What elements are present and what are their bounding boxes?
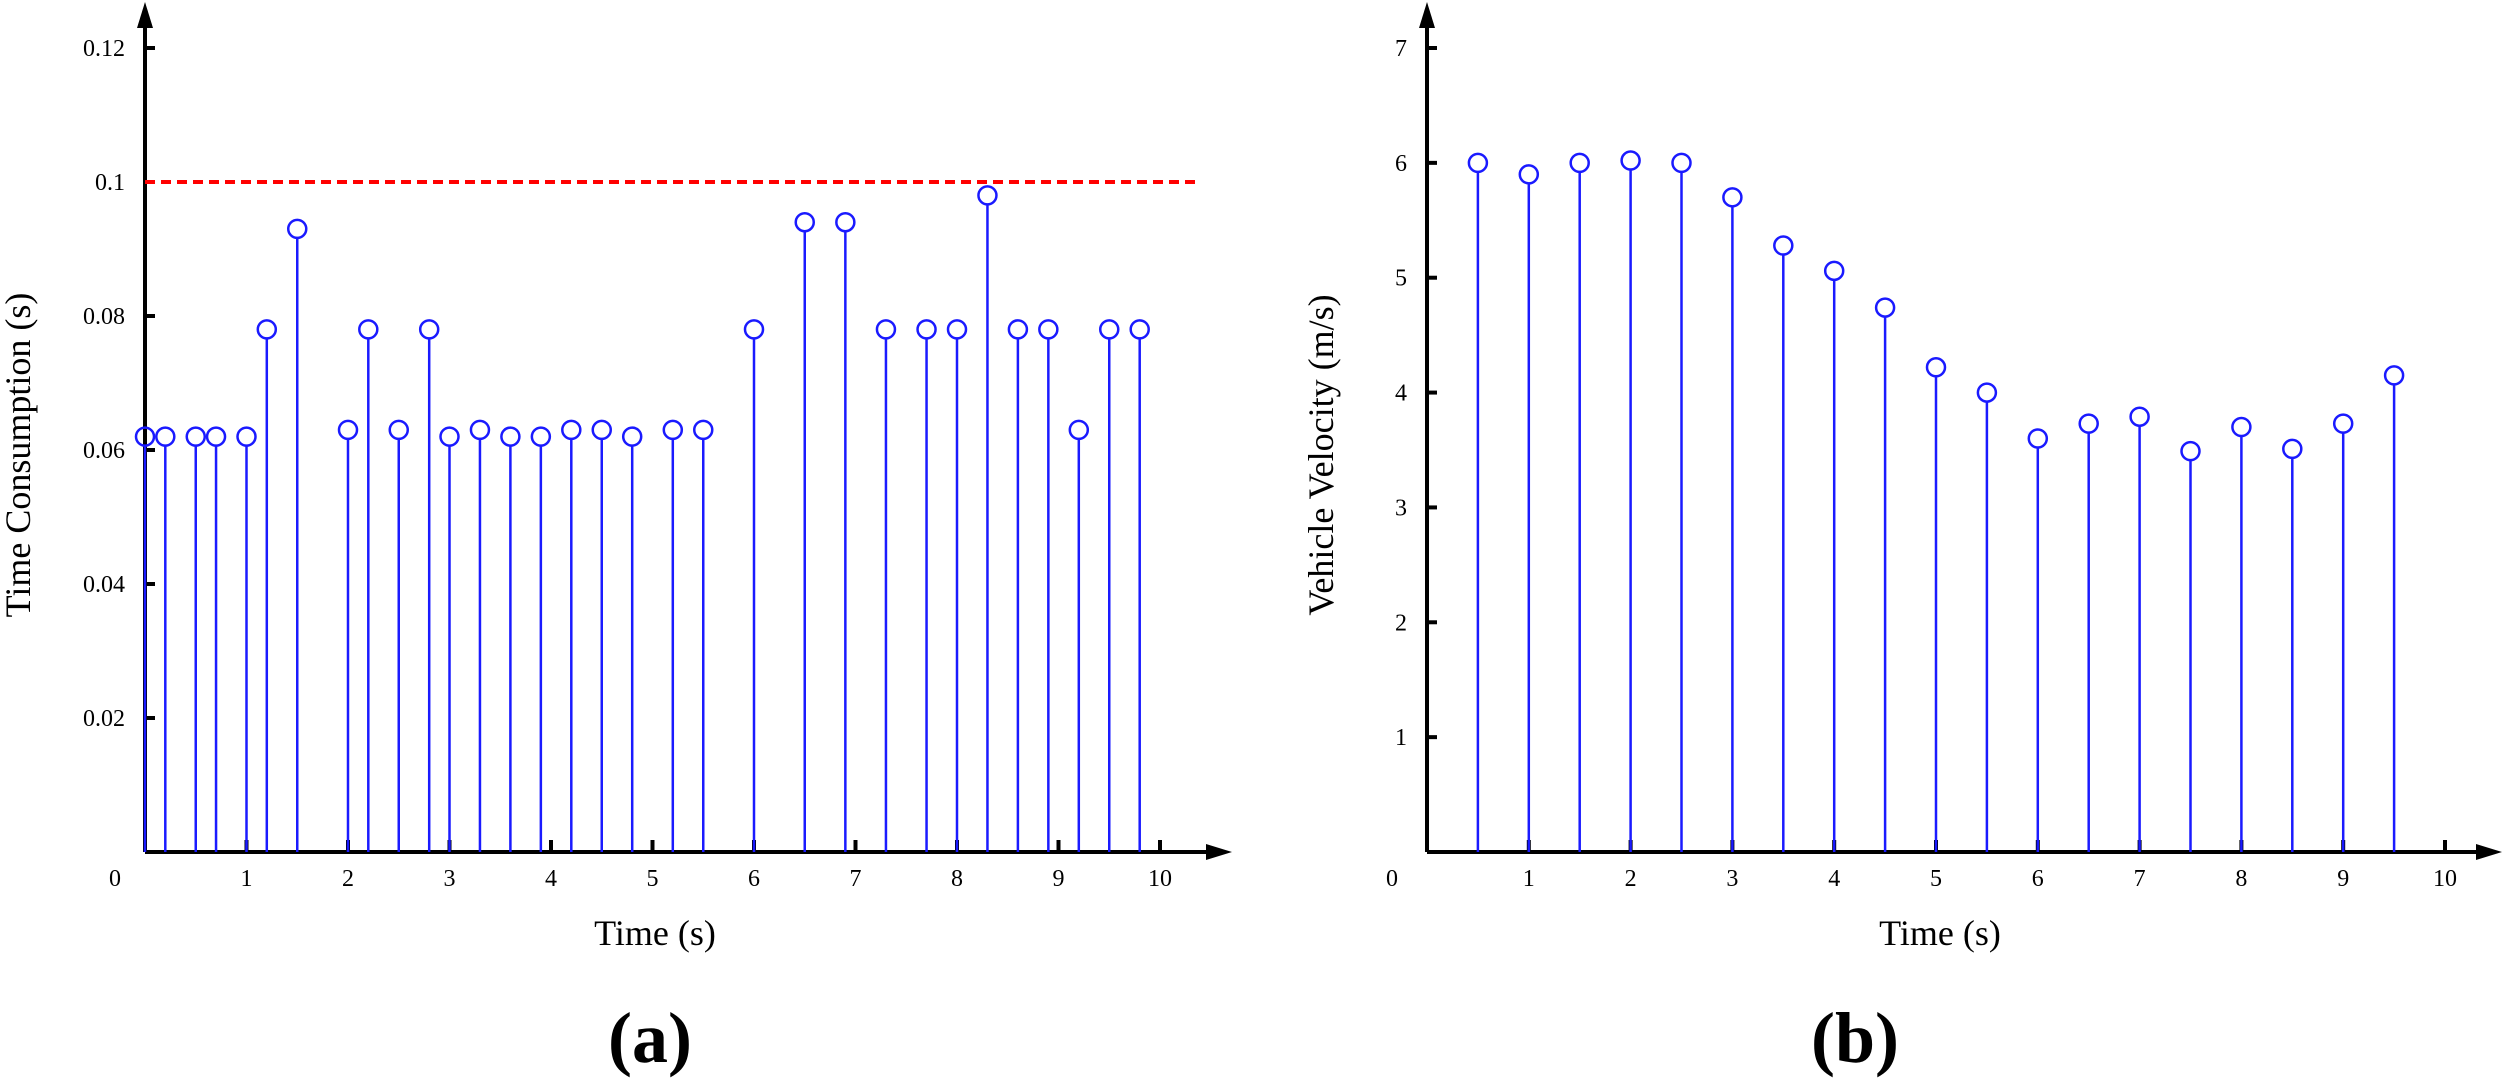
y-axis-title: Time Consumption (s) xyxy=(0,293,38,618)
y-tick-label: 7 xyxy=(1395,36,1407,62)
x-tick-label: 7 xyxy=(850,866,862,892)
x-tick-label: 1 xyxy=(1523,866,1535,892)
stem-marker xyxy=(155,426,176,447)
stem-marker xyxy=(743,319,765,340)
panel-a: 0 1 2 3 4 5 6 7 8 9 10 0.02 0.04 0.06 0.08 0.1 0.12 Time … xyxy=(0,2,1232,1078)
stem-marker xyxy=(256,319,278,340)
stem-marker xyxy=(439,426,460,447)
x-tick-label: 1 xyxy=(241,866,253,892)
y-tick-label: 0.08 xyxy=(83,304,125,330)
stem-marker xyxy=(1823,260,1845,282)
stem-marker xyxy=(530,426,552,447)
x-tick-label: 2 xyxy=(342,866,354,892)
y-tick-label: 6 xyxy=(1395,151,1407,177)
x-tick-label: 3 xyxy=(1726,866,1738,892)
y-tick-label: 0.06 xyxy=(83,438,125,464)
stem-marker xyxy=(1099,319,1120,340)
y-axis-arrow-icon xyxy=(1419,2,1435,28)
x-tick-label: 7 xyxy=(2134,866,2146,892)
stem-marker xyxy=(1467,152,1489,174)
x-axis-arrow-icon xyxy=(2476,844,2502,860)
y-tick-label: 0.1 xyxy=(95,170,125,196)
stem-marker xyxy=(2231,416,2252,438)
stem-marker xyxy=(1671,152,1692,174)
x-tick-label: 10 xyxy=(2433,866,2457,892)
x-tick-label: 2 xyxy=(1625,866,1637,892)
stem-marker xyxy=(1518,164,1540,185)
stem-marker xyxy=(621,426,643,447)
stem-marker xyxy=(337,419,359,441)
y-axis-arrow-icon xyxy=(137,2,153,28)
x-tick-label: 8 xyxy=(951,866,963,892)
x-axis-title: Time (s) xyxy=(594,913,716,953)
y-tick-label: 4 xyxy=(1395,381,1407,407)
origin-label: 0 xyxy=(109,866,121,892)
y-tick-label: 2 xyxy=(1395,610,1407,636)
stem-marker xyxy=(1773,235,1794,256)
y-tick-label: 0.12 xyxy=(83,36,125,62)
stem-marker xyxy=(388,419,409,441)
stem-marker xyxy=(1569,152,1590,174)
stem-marker xyxy=(977,185,998,206)
stem-marker xyxy=(2078,413,2099,434)
x-tick-label: 10 xyxy=(1148,866,1172,892)
x-tick-label: 4 xyxy=(1828,866,1840,892)
panel-label: (b) xyxy=(1811,998,1899,1078)
stem-marker xyxy=(236,426,257,447)
stem-marker xyxy=(2129,406,2150,427)
x-tick-label: 9 xyxy=(1053,866,1065,892)
stem-marker xyxy=(946,319,968,340)
stem-marker xyxy=(1976,382,1998,403)
stem-marker xyxy=(418,319,440,340)
x-tick-label: 6 xyxy=(2032,866,2044,892)
stem-marker xyxy=(1068,419,1090,441)
stem-marker xyxy=(469,419,491,441)
stem-marker xyxy=(1874,297,1896,318)
x-tick-label: 6 xyxy=(748,866,760,892)
x-axis-arrow-icon xyxy=(1206,844,1232,860)
stem-marker xyxy=(2180,440,2201,462)
y-tick-label: 3 xyxy=(1395,495,1407,521)
stem-marker xyxy=(1129,319,1150,340)
x-tick-label: 4 xyxy=(545,866,557,892)
x-tick-label: 8 xyxy=(2235,866,2247,892)
y-tick-label: 1 xyxy=(1395,725,1407,751)
panel-label: (a) xyxy=(608,998,692,1078)
x-tick-label: 5 xyxy=(647,866,659,892)
x-tick-label: 3 xyxy=(444,866,456,892)
stem-marker xyxy=(916,319,937,340)
stem-marker xyxy=(287,218,308,240)
stem-marker xyxy=(561,419,582,441)
stem-marker xyxy=(875,319,897,340)
y-tick-label: 0.02 xyxy=(83,706,125,732)
stem-marker xyxy=(835,211,856,233)
stem-marker xyxy=(1722,187,1743,208)
stem-marker xyxy=(1620,150,1641,171)
y-tick-label: 5 xyxy=(1395,266,1407,292)
stem-marker xyxy=(2383,365,2405,386)
y-tick-label: 0.04 xyxy=(83,572,125,598)
stem-marker xyxy=(794,211,815,233)
stem-marker xyxy=(693,419,714,441)
stem-marker xyxy=(591,419,612,441)
stem-marker xyxy=(2332,413,2354,434)
stem-marker xyxy=(662,419,684,441)
panel-b: 0 1 2 3 4 5 6 7 8 9 10 1 2 3 4 5 6 7 Time (s) Vehicle Veloc… xyxy=(1301,2,2502,1078)
stem-marker xyxy=(1007,319,1029,340)
stem-marker xyxy=(500,426,521,447)
x-axis-title: Time (s) xyxy=(1879,913,2001,953)
x-tick-label: 5 xyxy=(1930,866,1942,892)
stem-marker xyxy=(1038,319,1059,340)
stem-marker xyxy=(2027,428,2049,449)
stem-marker xyxy=(134,426,156,447)
stem-marker xyxy=(185,426,206,447)
stem-marker xyxy=(205,426,227,447)
stem-marker xyxy=(1925,357,1947,378)
stem-marker xyxy=(2282,438,2303,460)
y-axis-title: Vehicle Velocity (m/s) xyxy=(1301,294,1341,615)
stem-marker xyxy=(358,319,379,340)
x-tick-label: 9 xyxy=(2337,866,2349,892)
origin-label: 0 xyxy=(1386,866,1398,892)
